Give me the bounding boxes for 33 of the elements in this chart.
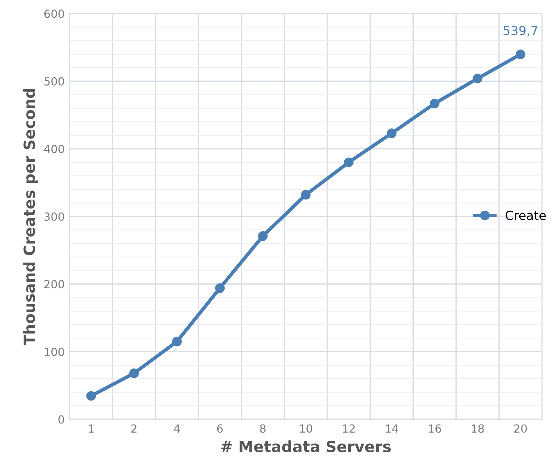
- legend-label: Create: [506, 210, 546, 220]
- y-tick-label: 400: [44, 145, 64, 154]
- y-tick-label: 100: [45, 348, 64, 356]
- y-tick-label: 500: [44, 77, 64, 86]
- y-tick-label: 600: [44, 10, 64, 18]
- x-tick-label: 18: [472, 424, 484, 433]
- x-tick-label: 6: [217, 424, 224, 433]
- x-tick-label: 14: [386, 424, 398, 433]
- y-tick-label: 200: [44, 280, 64, 289]
- x-tick-label: 2: [132, 424, 137, 433]
- point: [129, 368, 140, 378]
- point: [172, 336, 182, 347]
- point: [301, 190, 311, 200]
- point: [430, 98, 440, 109]
- x-tick-label: 1: [89, 424, 94, 433]
- y-tick-label: 300: [44, 212, 64, 222]
- x-tick-label: 16: [429, 424, 442, 433]
- point: [472, 74, 483, 84]
- y-tick-label: 0: [58, 415, 64, 424]
- y-axis-title: Thousand Creates per Second: [23, 89, 38, 346]
- x-axis-title: # Metadata Servers: [221, 440, 391, 453]
- x-tick-label: 20: [514, 424, 528, 433]
- x-tick-label: 4: [174, 424, 180, 433]
- x-tick-label: 8: [260, 424, 266, 433]
- point: [86, 391, 96, 402]
- data-label: 539,7: [504, 26, 538, 37]
- x-tick-label: 10: [300, 424, 312, 433]
- point: [258, 231, 268, 242]
- point: [387, 128, 397, 138]
- x-tick-label: 12: [343, 424, 355, 433]
- point: [344, 158, 354, 168]
- point: [516, 50, 526, 60]
- point: [215, 283, 226, 294]
